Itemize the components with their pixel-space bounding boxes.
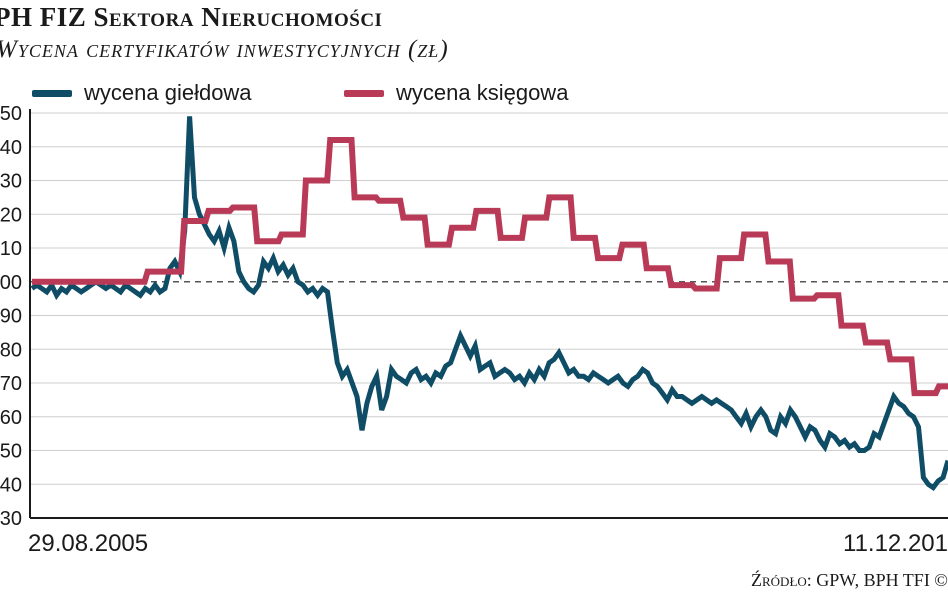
series-line-market bbox=[30, 116, 948, 492]
y-tick-label: 80 bbox=[0, 339, 22, 361]
y-tick-label: 50 bbox=[0, 103, 22, 125]
x-label-end: 11.12.201 bbox=[843, 530, 948, 557]
chart-subtitle: Wycena certyfikatów inwestycyjnych (zł) bbox=[0, 36, 449, 63]
series-line-book bbox=[32, 137, 948, 397]
y-tick-label: 50 bbox=[0, 441, 22, 463]
y-tick-label: 90 bbox=[0, 306, 22, 328]
legend-swatch-market bbox=[32, 89, 72, 97]
legend-label-book: wycena księgowa bbox=[396, 80, 569, 105]
source-note: Źródło: GPW, BPH TFI © bbox=[751, 570, 948, 590]
y-tick-label: 40 bbox=[0, 137, 22, 159]
y-tick-label: 00 bbox=[0, 272, 22, 294]
y-tick-label: 30 bbox=[0, 171, 22, 193]
y-tick-label: 70 bbox=[0, 373, 22, 395]
y-tick-label: 20 bbox=[0, 204, 22, 226]
x-label-start: 29.08.2005 bbox=[28, 530, 148, 557]
legend-label-market: wycena giełdowa bbox=[84, 80, 252, 105]
chart-title: PH FIZ Sektora Nieruchomości bbox=[0, 2, 383, 32]
y-tick-label: 40 bbox=[0, 474, 22, 496]
legend-swatch-book bbox=[344, 89, 384, 97]
y-tick-label: 10 bbox=[0, 238, 22, 260]
y-tick-label: 30 bbox=[0, 508, 22, 530]
legend-item-market: wycena giełdowa bbox=[32, 80, 252, 106]
legend-item-book: wycena księgowa bbox=[344, 80, 568, 106]
y-tick-label: 60 bbox=[0, 407, 22, 429]
